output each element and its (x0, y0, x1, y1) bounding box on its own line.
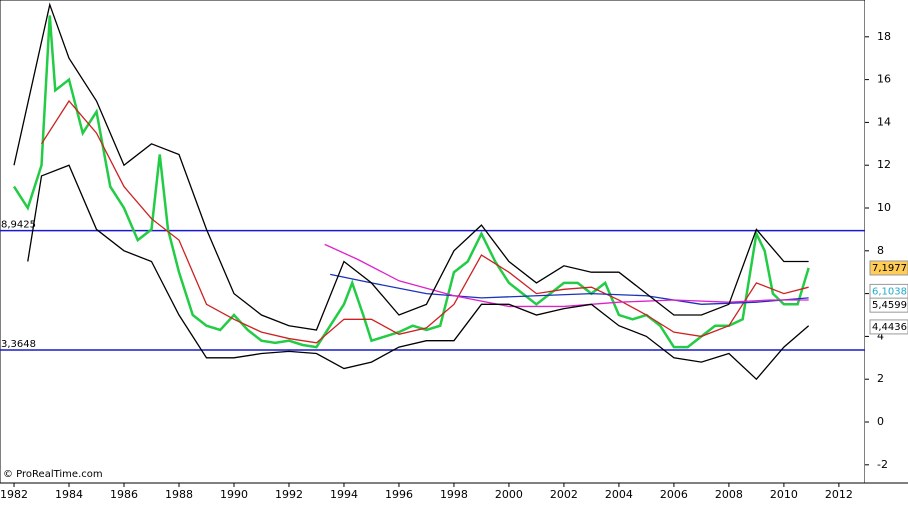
x-tick-label: 1994 (330, 488, 358, 501)
y-tick-label: 4 (877, 329, 884, 342)
x-tick-label: 2006 (660, 488, 688, 501)
credit: © ProRealTime.com (3, 469, 103, 480)
x-tick-label: 2008 (715, 488, 743, 501)
x-tick-label: 1984 (55, 488, 83, 501)
level-label: 8,9425 (1, 220, 36, 231)
x-tick-label: 1982 (0, 488, 28, 501)
price-label: 7,1977 (872, 263, 907, 274)
y-axis-panel (865, 0, 908, 505)
x-tick-label: 1996 (385, 488, 413, 501)
y-tick-label: 18 (877, 30, 891, 43)
x-tick-label: 1992 (275, 488, 303, 501)
price-label-box (869, 260, 908, 276)
series-line (13, 2, 809, 331)
price-label-box (869, 297, 908, 313)
x-tick-label: 1986 (110, 488, 138, 501)
price-label: 4,4436 (872, 322, 907, 333)
x-tick-label: 2002 (550, 488, 578, 501)
y-tick-label: 14 (877, 115, 891, 128)
series-line (324, 243, 809, 308)
x-tick-label: 1988 (165, 488, 193, 501)
x-tick-label: 2004 (605, 488, 633, 501)
y-tick-label: 8 (877, 244, 884, 257)
y-tick-label: 10 (877, 201, 891, 214)
level-label: 3,3648 (1, 339, 36, 350)
x-tick-label: 1998 (440, 488, 468, 501)
x-tick-label: 1990 (220, 488, 248, 501)
series-line (12, 15, 810, 349)
y-tick-label: 2 (877, 372, 884, 385)
y-tick-label: 0 (877, 415, 884, 428)
x-tick-label: 2012 (825, 488, 853, 501)
series-line (40, 99, 809, 344)
y-tick-label: -2 (877, 458, 888, 471)
price-label: 6,1038 (872, 286, 907, 297)
x-tick-label: 2010 (770, 488, 798, 501)
x-tick-label: 2000 (495, 488, 523, 501)
price-label-box (869, 319, 908, 335)
plot-area (0, 0, 866, 484)
y-tick-label: 12 (877, 158, 891, 171)
y-tick-label: 16 (877, 73, 891, 86)
series-line (27, 164, 810, 381)
price-label: 5,4599 (872, 300, 907, 311)
